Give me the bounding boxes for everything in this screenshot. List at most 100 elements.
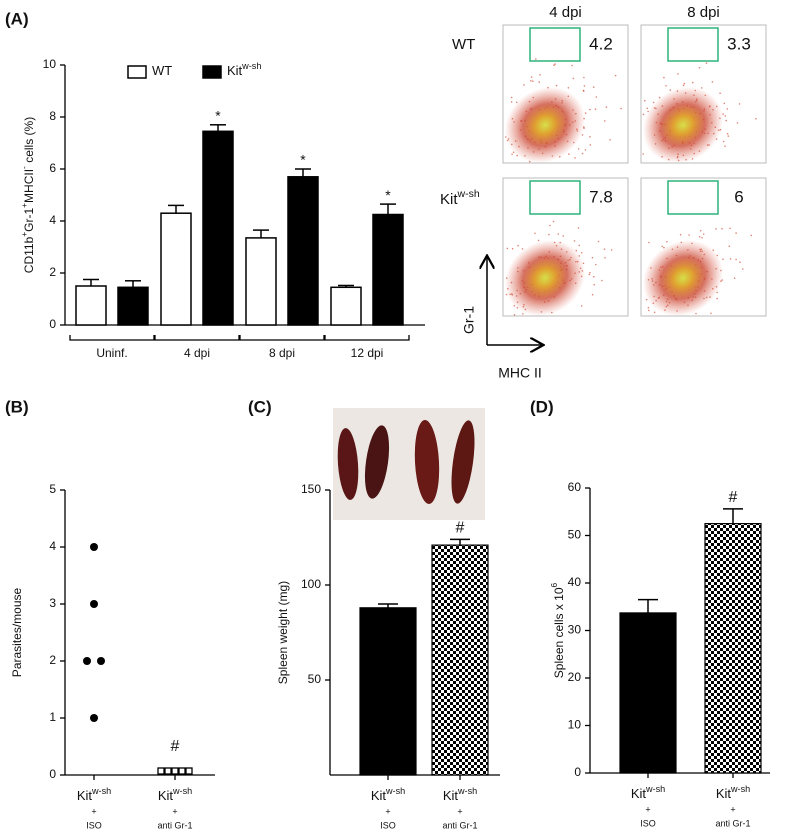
event-dot — [574, 157, 576, 159]
event-dot — [510, 96, 513, 99]
event-dot — [588, 273, 591, 276]
label-part: Kit — [227, 63, 243, 78]
x-tick-treatment: ISO — [640, 818, 656, 828]
event-dot — [729, 258, 732, 260]
bar — [330, 286, 362, 326]
row-header: Kitw-sh — [440, 188, 480, 208]
event-dot — [605, 106, 608, 108]
event-dot — [511, 153, 513, 156]
event-dot — [591, 256, 594, 259]
event-dot — [663, 76, 665, 79]
category-bracket — [324, 335, 410, 341]
data-point — [90, 543, 98, 551]
event-dot — [647, 306, 650, 309]
y-tick-label: 3 — [49, 596, 56, 610]
column-header: 4 dpi — [549, 4, 582, 21]
superscript: + — [19, 203, 29, 208]
event-dot — [577, 227, 580, 229]
category-bracket — [154, 335, 240, 341]
event-dot — [578, 244, 580, 247]
event-dot — [581, 152, 584, 155]
event-dot — [682, 84, 685, 87]
event-dot — [739, 261, 741, 264]
label-part: Kit — [440, 191, 458, 208]
legend-label: WT — [152, 63, 172, 78]
event-dot — [661, 245, 663, 248]
y-tick-label: 60 — [568, 480, 582, 494]
event-dot — [538, 81, 540, 83]
y-tick-label: 0 — [574, 765, 581, 779]
x-axis-label: MHC II — [498, 365, 542, 381]
legend-swatch — [202, 65, 222, 79]
event-dot — [589, 144, 592, 146]
label-part: Kit — [631, 786, 647, 801]
event-dot — [522, 313, 524, 315]
event-dot — [688, 234, 690, 236]
x-tick-joiner: + — [645, 804, 650, 814]
event-dot — [609, 139, 611, 141]
event-dot — [733, 277, 736, 280]
event-dot — [735, 258, 737, 261]
event-dot — [562, 235, 564, 237]
event-dot — [726, 132, 729, 135]
y-axis-label: Spleen cells x 106 — [549, 582, 566, 678]
event-dot — [555, 84, 558, 87]
event-dot — [620, 107, 622, 110]
density-cloud — [642, 86, 724, 164]
event-dot — [603, 248, 606, 250]
x-tick-label: 4 dpi — [184, 346, 210, 360]
event-dot — [589, 108, 591, 111]
event-dot — [552, 220, 555, 223]
event-dot — [510, 101, 513, 103]
legend-label: Kitw-sh — [227, 61, 261, 78]
event-dot — [665, 85, 667, 87]
event-dot — [534, 232, 536, 235]
event-dot — [580, 305, 583, 307]
gate — [667, 27, 719, 62]
significance-mark: # — [456, 520, 465, 537]
spleen — [337, 428, 359, 500]
event-dot — [583, 85, 586, 87]
event-dot — [530, 76, 533, 78]
event-dot — [742, 268, 744, 270]
event-dot — [584, 112, 587, 114]
y-tick-label: 50 — [568, 528, 582, 542]
event-dot — [593, 283, 595, 286]
event-dot — [724, 115, 727, 117]
event-dot — [589, 136, 591, 138]
label-part: Kit — [716, 786, 732, 801]
y-tick-label: 4 — [49, 539, 56, 553]
event-dot — [530, 80, 532, 82]
gate-percentage: 6 — [734, 187, 743, 206]
event-dot — [642, 113, 645, 116]
label-part: Spleen cells x 10 — [552, 587, 566, 678]
event-dot — [577, 148, 580, 150]
event-dot — [539, 74, 541, 76]
event-dot — [677, 73, 679, 75]
event-dot — [710, 312, 712, 315]
event-dot — [506, 247, 509, 250]
event-dot — [729, 227, 731, 230]
y-tick-label: 0 — [49, 317, 56, 331]
y-tick-label: 10 — [568, 718, 582, 732]
event-dot — [582, 89, 585, 92]
x-tick-treatment: anti Gr-1 — [715, 818, 750, 828]
bar — [160, 212, 192, 326]
data-point — [178, 767, 186, 775]
y-tick-label: 50 — [308, 672, 322, 686]
event-dot — [679, 233, 682, 236]
x-tick-label: Kitw-sh — [716, 784, 750, 801]
gate — [529, 27, 581, 62]
density-cloud — [642, 239, 724, 317]
bar — [431, 544, 489, 776]
event-dot — [705, 62, 708, 64]
x-tick-label: Uninf. — [96, 346, 127, 360]
event-dot — [610, 249, 613, 251]
event-dot — [722, 140, 725, 143]
x-tick-label: Kitw-sh — [631, 784, 665, 801]
density-cloud — [504, 239, 586, 317]
y-tick-label: 20 — [568, 670, 582, 684]
y-tick-label: 100 — [301, 577, 321, 591]
event-dot — [601, 279, 603, 282]
legend-swatch — [127, 65, 147, 79]
